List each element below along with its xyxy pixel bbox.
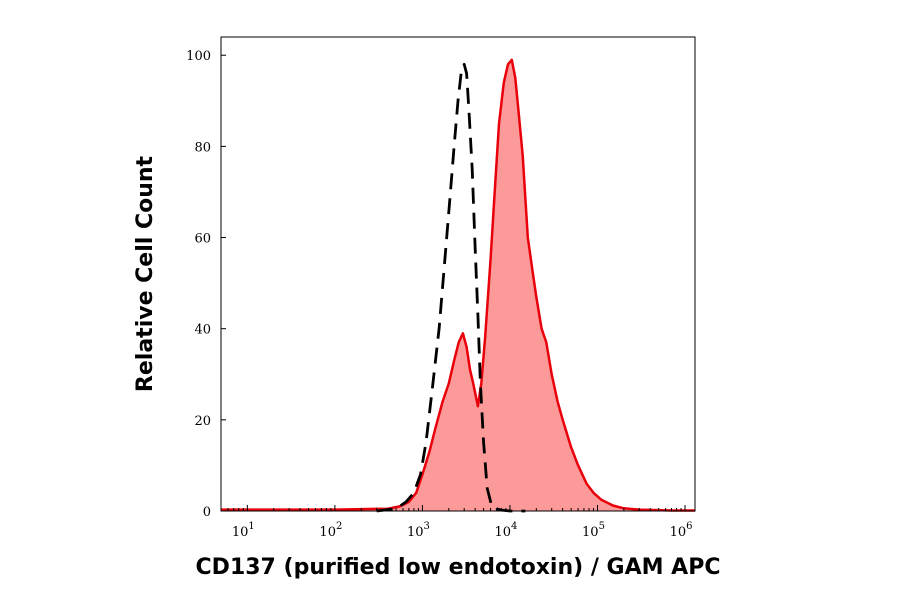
x-tick-label: 105 [582, 521, 605, 540]
plot-frame [220, 36, 696, 512]
series-1-line [376, 62, 526, 513]
y-tick-label: 20 [194, 414, 211, 429]
y-tick-label: 100 [186, 49, 211, 64]
x-axis: 101 102 103 104 105 106 [220, 505, 693, 540]
y-tick-label: 40 [194, 323, 211, 338]
x-tick-label: 104 [494, 521, 517, 540]
x-tick-label: 106 [670, 521, 693, 540]
x-axis-title: CD137 (purified low endotoxin) / GAM APC [196, 555, 721, 580]
y-tick-label: 0 [203, 505, 211, 520]
y-tick-label: 80 [194, 140, 211, 155]
y-axis: 0 20 40 60 80 100 [186, 49, 226, 520]
x-tick-label: 103 [407, 521, 430, 540]
x-tick-label: 102 [319, 521, 342, 540]
plot-area [221, 58, 695, 513]
series-0-fill [221, 59, 695, 512]
x-tick-label: 101 [232, 521, 255, 540]
series-0-line [221, 58, 695, 512]
y-axis-title: Relative Cell Count [133, 155, 158, 392]
y-tick-label: 60 [194, 232, 211, 247]
